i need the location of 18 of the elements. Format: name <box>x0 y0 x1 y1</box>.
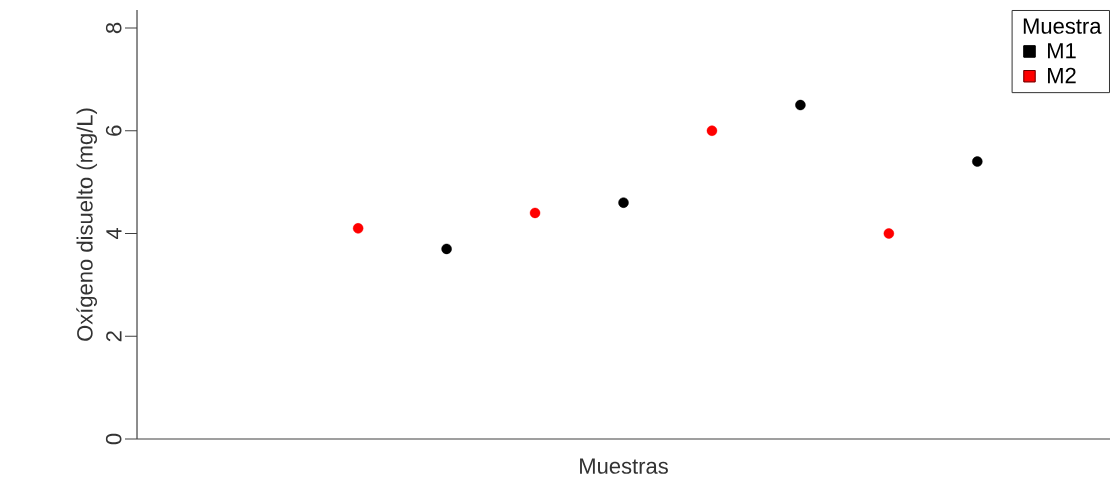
y-tick-label: 4 <box>106 228 122 240</box>
y-tick-label: 0 <box>105 433 122 445</box>
legend-label: M1 <box>1048 43 1076 59</box>
point <box>972 156 983 167</box>
y-tick-label: 6 <box>105 125 122 136</box>
y-tick-label: 8 <box>105 22 122 34</box>
y-tick-label: 2 <box>106 331 122 342</box>
point <box>529 207 541 219</box>
point <box>706 125 718 136</box>
y-axis-title: Oxígeno disuelto (mg/L) <box>76 108 98 341</box>
point <box>883 228 895 239</box>
point <box>352 223 364 234</box>
legend-title: Muestra <box>1023 18 1102 34</box>
point <box>441 243 452 255</box>
point <box>618 197 629 208</box>
legend-label: M2 <box>1048 67 1076 84</box>
point <box>795 99 806 111</box>
x-axis-title: Muestras <box>580 458 668 474</box>
